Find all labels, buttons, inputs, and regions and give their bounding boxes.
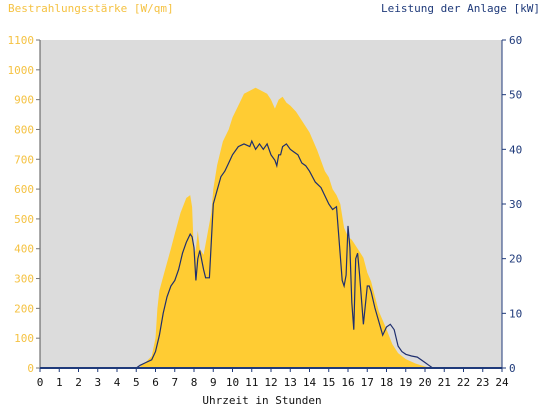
x-tick-label: 13 — [284, 376, 297, 389]
y-left-tick-label: 400 — [14, 243, 34, 256]
x-tick-label: 7 — [171, 376, 178, 389]
x-tick-label: 18 — [380, 376, 393, 389]
x-tick-label: 0 — [37, 376, 44, 389]
x-axis-title: Uhrzeit in Stunden — [202, 394, 321, 407]
y-right-tick-label: 40 — [509, 143, 522, 156]
y-right-tick-label: 60 — [509, 34, 522, 47]
x-tick-label: 9 — [210, 376, 217, 389]
left-axis-title: Bestrahlungsstärke [W/qm] — [8, 2, 174, 15]
y-right-tick-label: 50 — [509, 89, 522, 102]
x-tick-label: 22 — [457, 376, 470, 389]
y-left-tick-label: 600 — [14, 183, 34, 196]
x-tick-label: 6 — [152, 376, 159, 389]
y-left-tick-label: 700 — [14, 153, 34, 166]
right-axis-title: Leistung der Anlage [kW] — [381, 2, 540, 15]
y-left-tick-label: 1000 — [8, 64, 35, 77]
x-tick-label: 20 — [418, 376, 431, 389]
x-tick-label: 2 — [75, 376, 82, 389]
y-right-tick-label: 20 — [509, 253, 522, 266]
x-tick-label: 8 — [191, 376, 198, 389]
y-left-tick-label: 200 — [14, 302, 34, 315]
x-tick-label: 16 — [341, 376, 354, 389]
y-left-tick-label: 100 — [14, 332, 34, 345]
x-tick-label: 23 — [476, 376, 489, 389]
x-tick-label: 5 — [133, 376, 140, 389]
x-tick-label: 3 — [94, 376, 101, 389]
x-tick-label: 21 — [438, 376, 451, 389]
y-right-tick-label: 30 — [509, 198, 522, 211]
y-left-tick-label: 900 — [14, 94, 34, 107]
irradiance-area — [40, 87, 502, 368]
y-left-tick-label: 1100 — [8, 34, 35, 47]
x-tick-label: 15 — [322, 376, 335, 389]
x-tick-label: 10 — [226, 376, 239, 389]
x-tick-label: 17 — [361, 376, 374, 389]
y-left-tick-label: 300 — [14, 273, 34, 286]
x-tick-label: 12 — [264, 376, 277, 389]
power-line — [40, 139, 502, 369]
x-tick-label: 24 — [495, 376, 509, 389]
x-tick-label: 19 — [399, 376, 412, 389]
x-tick-label: 14 — [303, 376, 317, 389]
y-left-tick-label: 500 — [14, 213, 34, 226]
y-left-tick-label: 0 — [27, 362, 34, 375]
y-right-tick-label: 0 — [509, 362, 516, 375]
x-tick-label: 4 — [114, 376, 121, 389]
x-tick-label: 11 — [245, 376, 258, 389]
y-right-tick-label: 10 — [509, 307, 522, 320]
y-left-tick-label: 800 — [14, 123, 34, 136]
x-tick-label: 1 — [56, 376, 63, 389]
